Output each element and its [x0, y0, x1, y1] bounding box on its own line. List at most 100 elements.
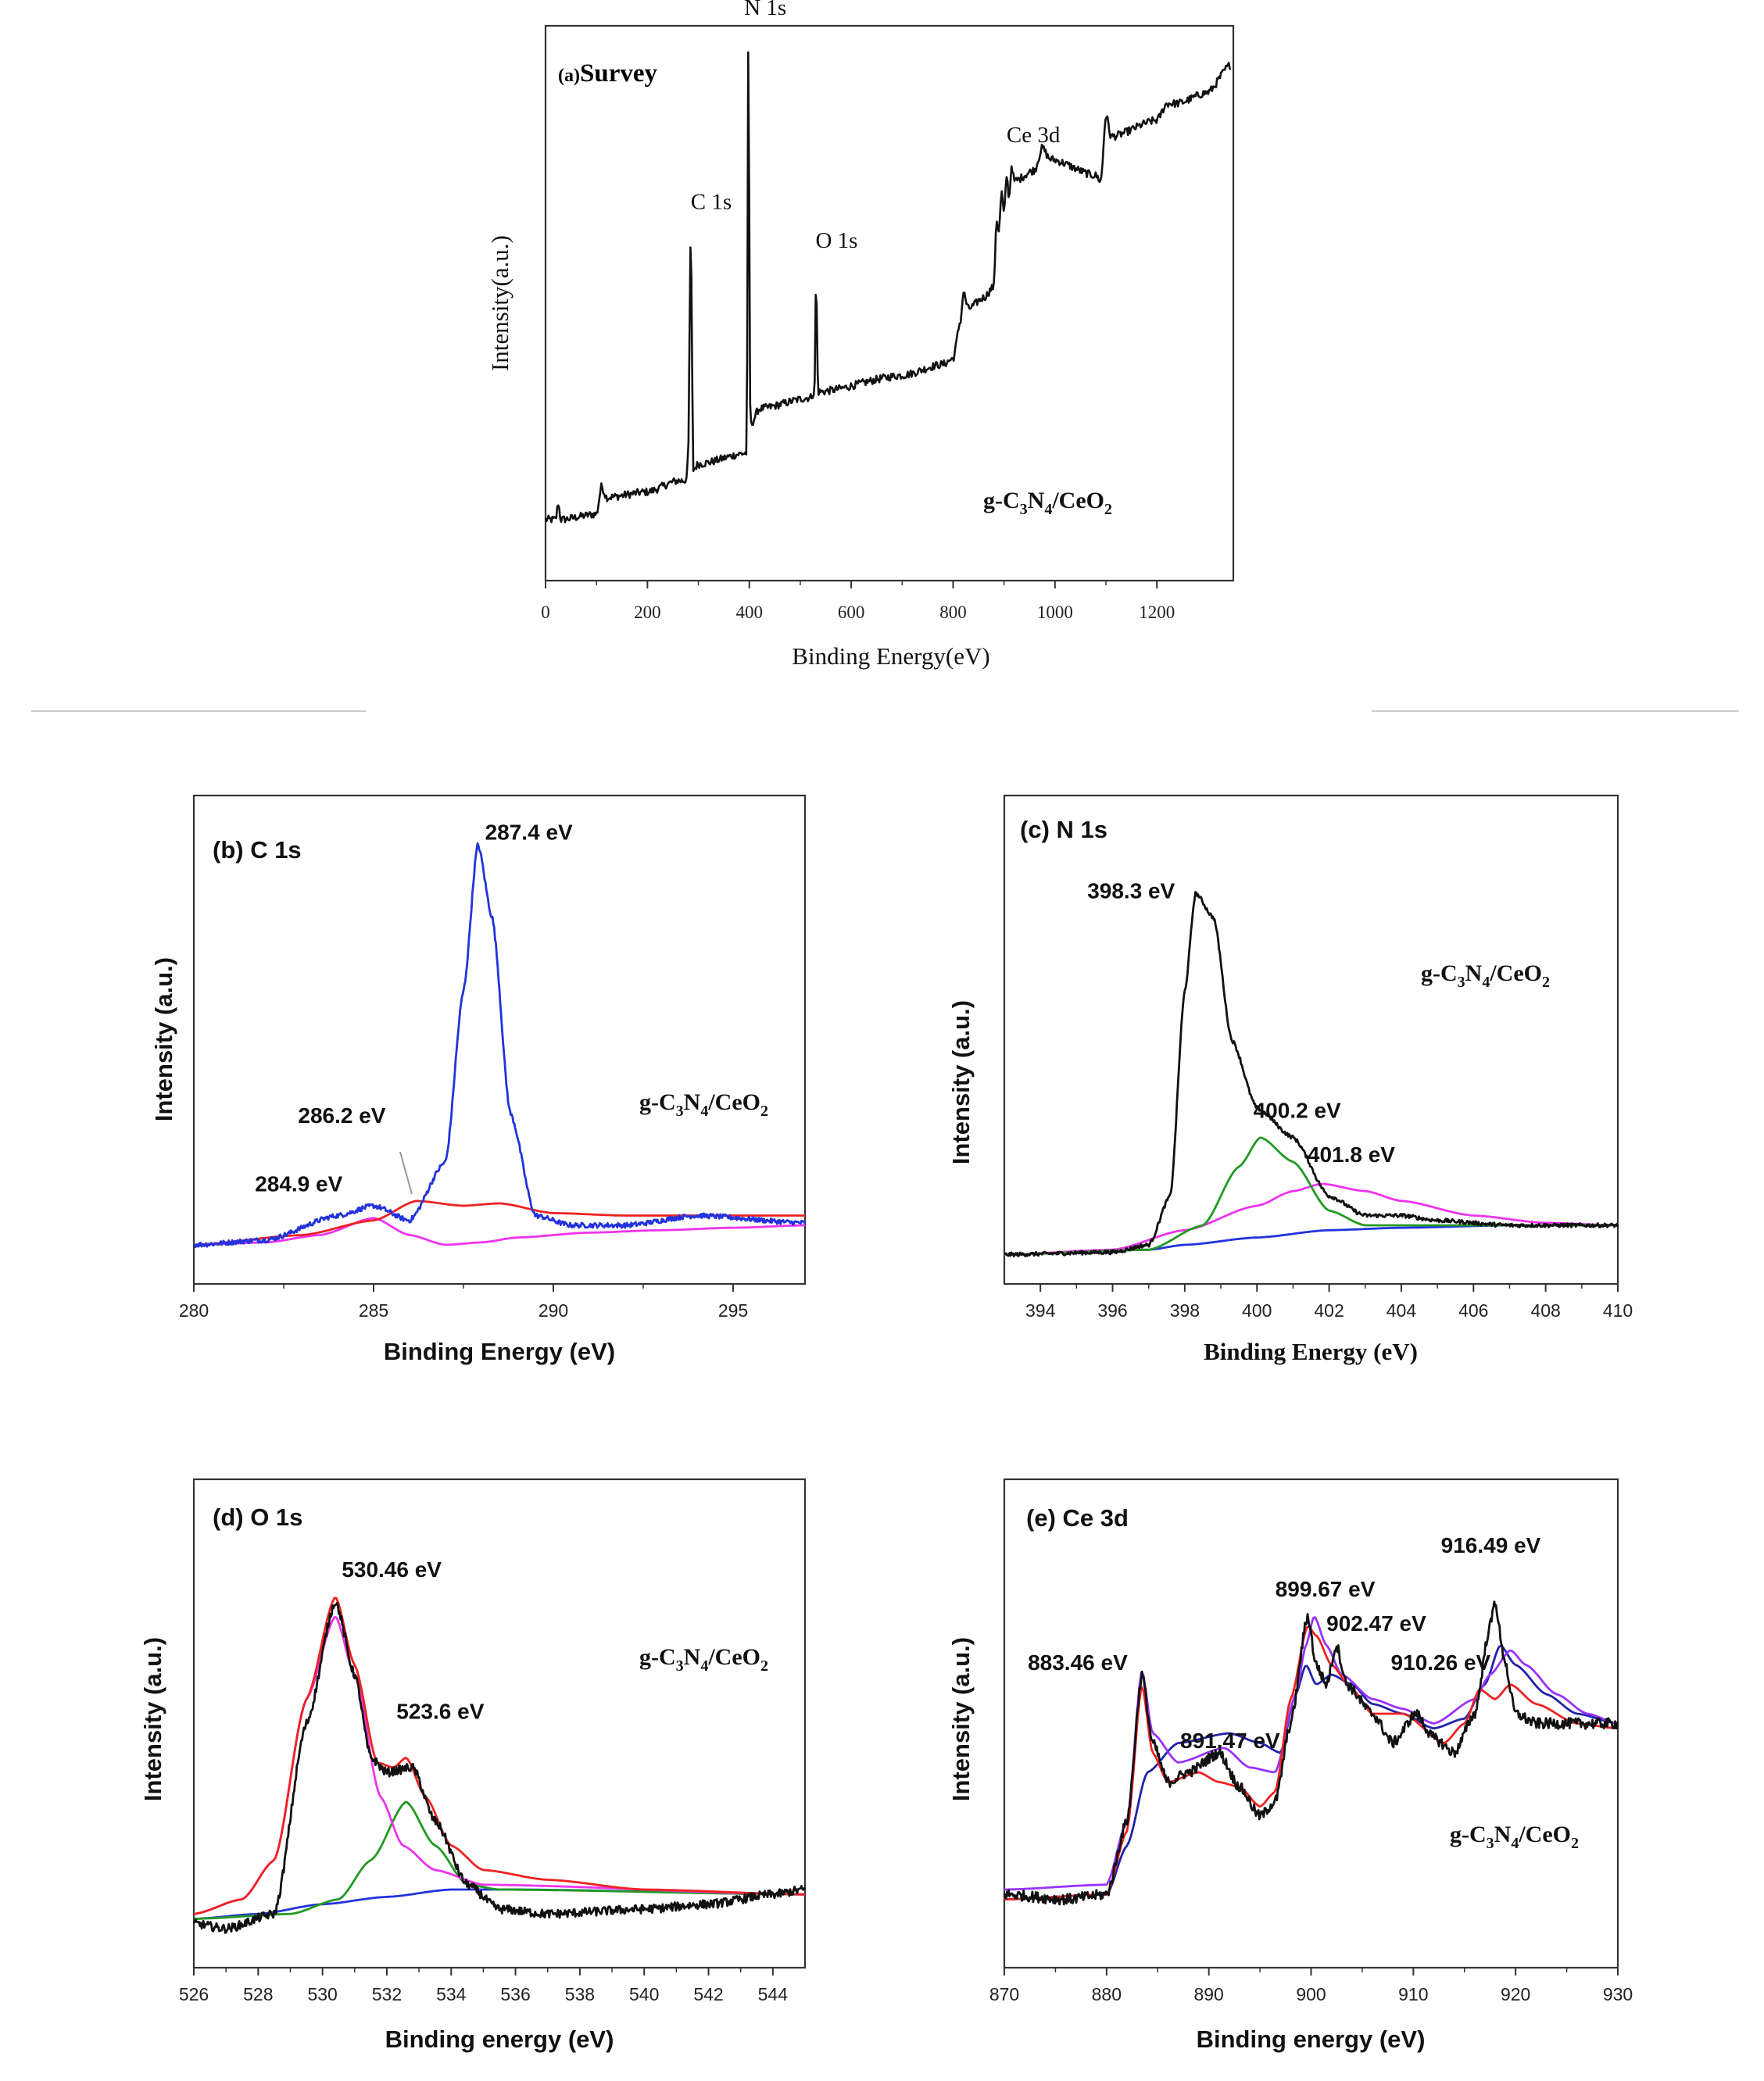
series-line-black: [192, 1602, 806, 1934]
series-line-red: [193, 1597, 806, 1915]
sample-part: N: [1494, 1822, 1512, 1847]
sample-part: g-C: [1450, 1822, 1487, 1847]
series-line-red: [193, 1200, 805, 1246]
sample-sub: 4: [700, 1103, 708, 1120]
x-tick-label: 542: [693, 1984, 723, 2004]
peak-label: 899.67 eV: [1276, 1577, 1376, 1601]
sample-part: /CeO: [707, 1089, 760, 1115]
x-tick-label: 400: [1242, 1300, 1272, 1321]
x-tick-label: 800: [939, 602, 967, 622]
panel-a-frame: [544, 24, 1235, 582]
panel-b-sample-label: g-C3N4/CeO2: [639, 1089, 768, 1120]
sample-part: N: [684, 1089, 701, 1115]
panel-b-ticks: 280 285 290 295: [179, 1284, 748, 1321]
x-tick-label: 880: [1092, 1984, 1122, 2004]
panel-a-title-text: Survey: [580, 59, 658, 88]
sample-part: N: [684, 1644, 701, 1670]
panel-d-curves: [192, 1597, 806, 1934]
x-tick-label: 538: [565, 1984, 595, 2004]
peak-label: 287.4 eV: [485, 820, 573, 844]
panel-b-title: (b) C 1s: [213, 836, 302, 864]
series-line-navy: [1004, 1644, 1619, 1900]
panel-e-annotations: 883.46 eV 891.47 eV 899.67 eV 902.47 eV 910.…: [1028, 1533, 1541, 1753]
x-tick-label: 295: [718, 1300, 748, 1321]
panel-b-xlabel: Binding Energy (eV): [384, 1338, 615, 1365]
sample-sub: 4: [1044, 501, 1052, 518]
x-tick-label: 408: [1530, 1300, 1560, 1321]
panel-a-label: (a): [558, 66, 580, 86]
panel-a-annotations: C 1s N 1s O 1s Ce 3d: [691, 0, 1061, 253]
panel-b-curves: [193, 842, 807, 1249]
x-tick-label: 1000: [1037, 602, 1073, 622]
panel-d-title: (d) O 1s: [213, 1504, 302, 1531]
panel-a-sample-label: g-C3N4/CeO2: [983, 488, 1112, 518]
panel-b-frame: [192, 794, 807, 1285]
panel-survey: Binding Energy(eV) Intensity(a.u.) (a)Su…: [486, 0, 1235, 670]
peak-label: 400.2 eV: [1254, 1099, 1341, 1123]
sample-sub: 3: [676, 1657, 684, 1675]
peak-label: 883.46 eV: [1028, 1650, 1128, 1675]
x-tick-label: 290: [539, 1300, 568, 1321]
panel-b-pointer: [399, 1151, 413, 1195]
peak-label: 910.26 eV: [1391, 1650, 1491, 1675]
series-line-magenta: [1004, 1182, 1618, 1256]
panel-a-ylabel: Intensity(a.u.): [486, 235, 513, 371]
peak-label: 523.6 eV: [396, 1699, 484, 1723]
x-tick-label: 402: [1314, 1300, 1344, 1321]
x-tick-label: 930: [1603, 1984, 1633, 2004]
x-tick-label: 536: [500, 1984, 530, 2004]
series-line-blue: [193, 842, 807, 1249]
x-tick-label: 396: [1097, 1300, 1127, 1321]
sample-part: g-C: [1421, 960, 1458, 986]
sample-sub: 2: [760, 1657, 768, 1675]
sample-part: /CeO: [707, 1644, 760, 1670]
panel-d-xlabel: Binding energy (eV): [385, 2026, 614, 2053]
peak-label: 398.3 eV: [1087, 878, 1175, 903]
x-tick-label: 410: [1603, 1300, 1633, 1321]
x-tick-label: 285: [359, 1300, 388, 1321]
panel-c-ticks: 394 396 398 400 402 404 406 408 410: [1025, 1284, 1633, 1321]
peak-label: Ce 3d: [1007, 123, 1061, 148]
peak-label: N 1s: [744, 0, 786, 20]
peak-label: 286.2 eV: [298, 1103, 385, 1128]
x-tick-label: 900: [1296, 1984, 1326, 2004]
x-tick-label: 394: [1025, 1300, 1056, 1321]
panel-a-ticks: 0 200 400 600 800 1000 1200: [541, 581, 1175, 622]
panel-e-sample-label: g-C3N4/CeO2: [1450, 1822, 1579, 1852]
sample-part: /CeO: [1051, 488, 1104, 513]
panel-a-curves: [544, 51, 1232, 524]
sample-sub: 4: [1511, 1835, 1519, 1852]
sample-part: /CeO: [1518, 1822, 1571, 1847]
x-tick-label: 406: [1458, 1300, 1488, 1321]
sample-sub: 2: [760, 1103, 768, 1120]
x-tick-label: 0: [541, 602, 550, 622]
panel-e-title: (e) Ce 3d: [1026, 1504, 1129, 1532]
series-line-black: [1003, 1600, 1619, 1906]
panel-c-title: (c) N 1s: [1020, 816, 1107, 843]
sample-sub: 3: [1020, 501, 1028, 518]
sample-part: g-C: [983, 488, 1020, 513]
panel-d-ticks: 526 528 530 532 534 536 538 540 542 544: [179, 1968, 788, 2004]
sample-part: N: [1028, 488, 1045, 513]
peak-label: 916.49 eV: [1441, 1533, 1541, 1557]
x-tick-label: 870: [989, 1984, 1019, 2004]
panel-a-xlabel: Binding Energy(eV): [792, 642, 989, 670]
x-tick-label: 540: [629, 1984, 659, 2004]
sample-sub: 3: [1487, 1835, 1494, 1852]
panel-b-ylabel: Intensity (a.u.): [150, 957, 177, 1121]
panel-a-title: (a)Survey: [558, 59, 657, 88]
sample-sub: 2: [1542, 974, 1550, 991]
x-tick-label: 530: [307, 1984, 337, 2004]
series-line-black: [544, 51, 1232, 524]
panel-d-sample-label: g-C3N4/CeO2: [639, 1644, 768, 1675]
x-tick-label: 404: [1387, 1300, 1417, 1321]
panel-c-xlabel: Binding Energy (eV): [1204, 1338, 1418, 1365]
x-tick-label: 890: [1193, 1984, 1223, 2004]
sample-sub: 3: [1458, 974, 1465, 991]
peak-label: 284.9 eV: [255, 1171, 342, 1196]
sample-sub: 4: [700, 1657, 708, 1675]
peak-label: C 1s: [691, 189, 732, 214]
sample-part: /CeO: [1489, 960, 1542, 986]
peak-label: 401.8 eV: [1308, 1142, 1395, 1167]
